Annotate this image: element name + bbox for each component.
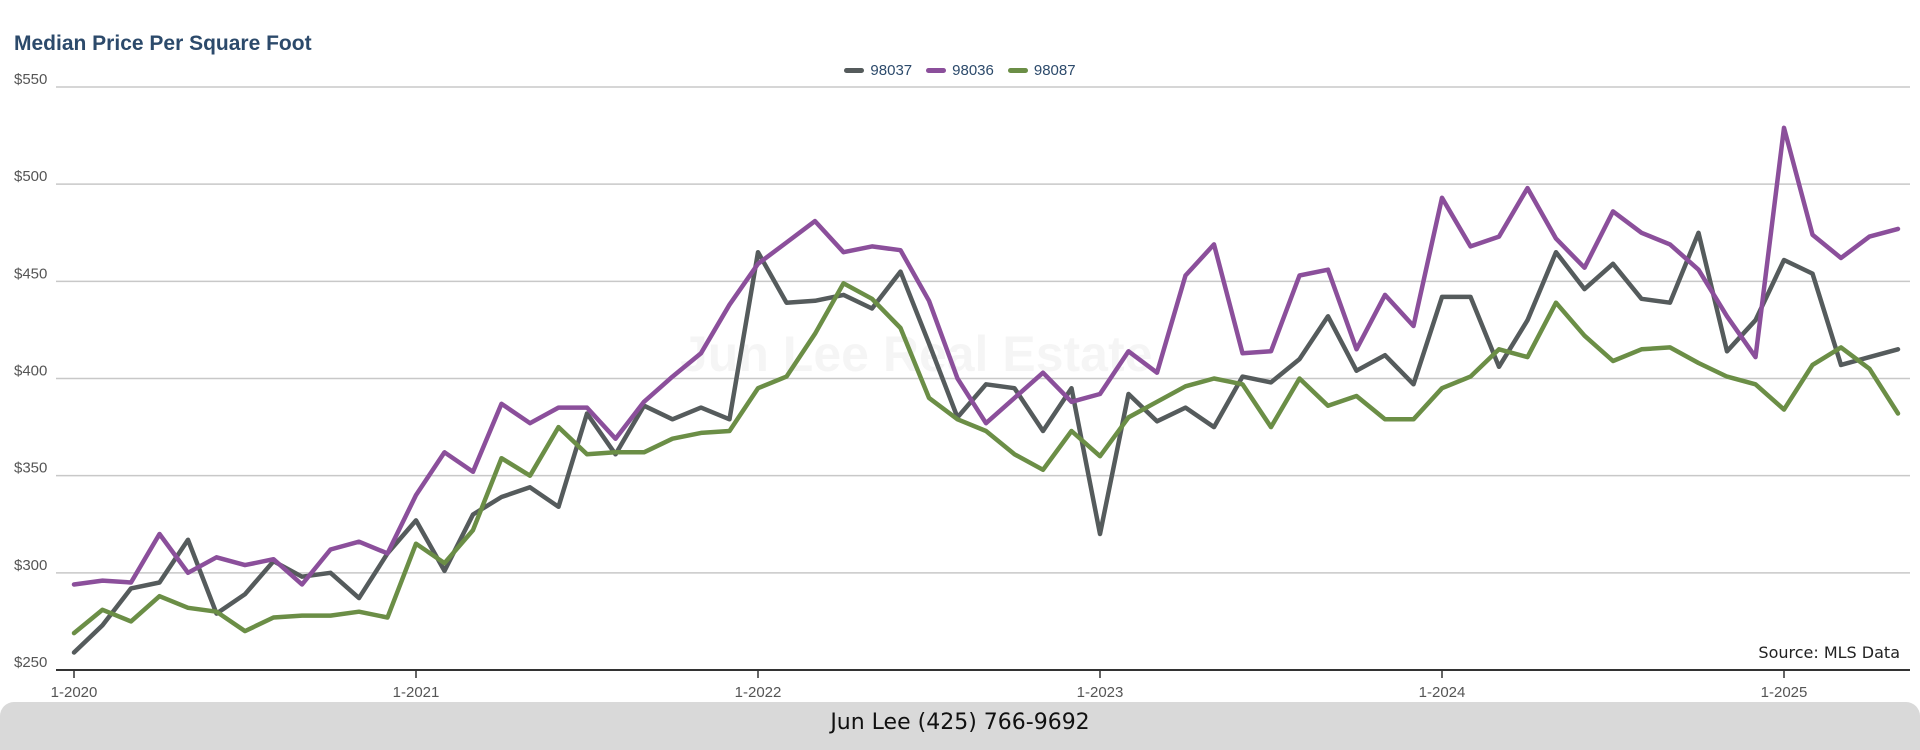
- x-tick-label: 1-2020: [51, 684, 98, 701]
- y-tick-label: $450: [14, 265, 47, 282]
- series-lines: [71, 125, 1901, 655]
- y-tick-label: $300: [14, 557, 47, 574]
- y-tick-label: $500: [14, 168, 47, 185]
- series-line-98087[interactable]: [71, 281, 1901, 636]
- x-tick-label: 1-2022: [735, 684, 782, 701]
- chart-title: Median Price Per Square Foot: [14, 32, 312, 55]
- x-tick-label: 1-2025: [1761, 684, 1808, 701]
- footer-bar: [0, 702, 1920, 750]
- x-tick-label: 1-2021: [393, 684, 440, 701]
- x-axis-ticks: 1-2020 1-2021 1-2022 1-2023 1-2024 1-2025: [51, 670, 1808, 701]
- y-axis-ticks: $250 $300 $350 $400 $450 $500 $550: [14, 71, 47, 671]
- y-tick-label: $250: [14, 654, 47, 671]
- grid-lines: [56, 86, 1910, 671]
- series-line-98037[interactable]: [71, 230, 1901, 655]
- x-tick-label: 1-2023: [1077, 684, 1124, 701]
- x-tick-label: 1-2024: [1419, 684, 1466, 701]
- legend-label-98036: 98036: [952, 62, 994, 79]
- chart-legend: 98037 98036 98087: [0, 62, 1920, 79]
- y-tick-label: $400: [14, 363, 47, 380]
- footer-contact: Jun Lee (425) 766-9692: [830, 710, 1090, 735]
- y-tick-label: $350: [14, 460, 47, 477]
- legend-label-98037: 98037: [870, 62, 913, 79]
- y-tick-label: $550: [14, 71, 47, 88]
- legend-item-98087[interactable]: 98087: [1007, 62, 1076, 79]
- legend-label-98087: 98087: [1033, 62, 1076, 79]
- legend-item-98037[interactable]: 98037: [844, 62, 912, 79]
- legend-swatch-98087: [1007, 68, 1028, 73]
- legend-item-98036[interactable]: 98036: [926, 62, 994, 79]
- legend-swatch-98036: [926, 68, 947, 73]
- legend-swatch-98037: [844, 68, 865, 73]
- series-line-98036[interactable]: [71, 125, 1901, 587]
- source-note: Source: MLS Data: [1758, 643, 1900, 662]
